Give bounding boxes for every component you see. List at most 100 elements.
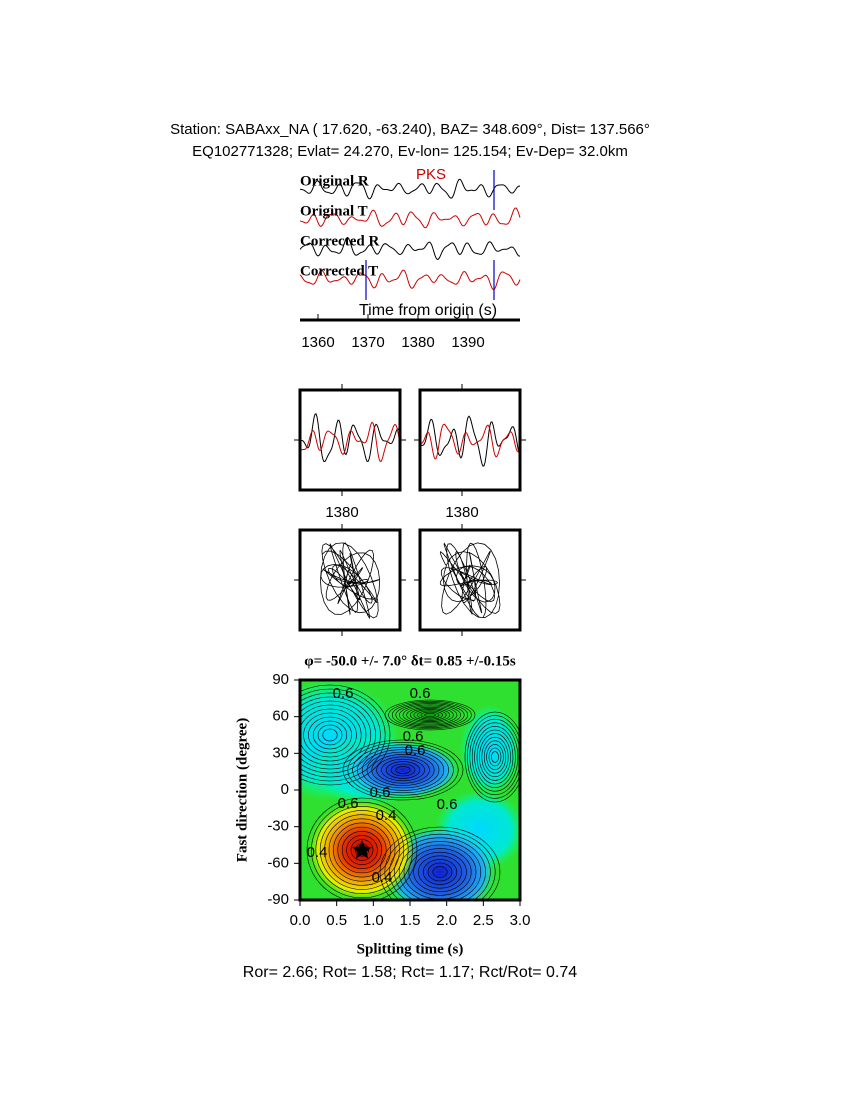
tick-label: 1380 [401, 334, 434, 351]
contour [424, 712, 436, 718]
contour [315, 806, 409, 894]
contour [300, 696, 376, 774]
contour-label: 0.6 [437, 796, 458, 813]
waveform [299, 178, 521, 200]
contour-label: 0.6 [403, 728, 424, 745]
contour [328, 818, 396, 882]
waveform [300, 421, 400, 463]
panel-frame [298, 388, 402, 492]
contour [308, 716, 352, 754]
contour-label: 0.6 [410, 685, 431, 702]
contour-label: 0.6 [333, 685, 354, 702]
contour-label: 0.4 [372, 869, 393, 886]
contour [399, 704, 461, 726]
contour [300, 700, 372, 770]
contour [350, 839, 374, 861]
tick-label: 1380 [445, 504, 478, 521]
contour [389, 833, 491, 900]
contour [333, 822, 391, 878]
contour [306, 797, 418, 900]
contour [406, 706, 454, 724]
window-panel [414, 524, 526, 636]
contour [391, 702, 469, 728]
contour [395, 766, 411, 774]
contour [488, 747, 502, 767]
tick-label: 1390 [451, 334, 484, 351]
trace-label: Original R [300, 173, 369, 189]
contour [300, 692, 381, 778]
contour [402, 705, 458, 725]
y-tick-label: 0 [281, 781, 289, 798]
waveform [299, 207, 521, 229]
contour [311, 801, 413, 899]
contour [322, 728, 338, 742]
contour [427, 862, 453, 882]
contour [398, 841, 482, 900]
waveform [420, 423, 520, 460]
y-tick-label: -90 [267, 891, 289, 908]
contour [479, 733, 511, 781]
footer: Ror= 2.66; Rot= 1.58; Rct= 1.17; Rct/Rot… [243, 964, 578, 981]
station-line: Station: SABAxx_NA ( 17.620, -63.240), B… [170, 121, 650, 138]
contour-label: 0.6 [405, 742, 426, 759]
contour [300, 708, 362, 762]
contour [337, 826, 387, 874]
contour [361, 749, 445, 791]
contour [319, 810, 405, 890]
x-axis-label: Splitting time (s) [357, 941, 464, 957]
contour [417, 710, 443, 720]
contour [371, 754, 435, 786]
contour [388, 700, 472, 730]
x-tick-label: 2.5 [473, 912, 494, 929]
contour [394, 837, 486, 900]
waveform [299, 237, 521, 260]
contour [312, 720, 348, 750]
contour [408, 848, 472, 896]
contour [422, 859, 458, 885]
contour [346, 835, 378, 865]
y-tick-label: -60 [267, 854, 289, 871]
contour [483, 740, 507, 774]
contour [357, 746, 449, 794]
contour [432, 866, 448, 878]
contour [352, 744, 454, 796]
x-tick-label: 2.0 [436, 912, 457, 929]
contour [467, 715, 520, 799]
trace-label: Corrected T [300, 263, 378, 279]
contour [471, 722, 519, 792]
contour [341, 830, 383, 870]
window-panel [294, 384, 406, 496]
particle-motion [439, 542, 501, 619]
contour [469, 718, 520, 796]
y-tick-label: 90 [272, 671, 289, 688]
contour [481, 736, 509, 778]
window-panel [414, 384, 526, 496]
particle-motion [319, 542, 381, 620]
misfit-map: 0.6 0.60.60.60.60.6 0.60.40.40.4 [298, 678, 522, 902]
contour [486, 744, 504, 770]
contour [385, 761, 421, 779]
contour [379, 826, 501, 900]
trace-panel: Original R Original T Corrected R Corrected… [299, 166, 521, 351]
event-line: EQ102771328; Evlat= 24.270, Ev-lon= 125.… [192, 143, 628, 160]
y-tick-label: -30 [267, 818, 289, 835]
x-tick-label: 1.0 [363, 912, 384, 929]
contour-label: 0.4 [376, 807, 397, 824]
waveform [299, 269, 521, 291]
trace-label: Corrected R [300, 233, 379, 249]
phase-label: PKS [416, 166, 446, 183]
tick-label: 1380 [325, 504, 358, 521]
contour [420, 711, 440, 719]
contour [409, 708, 451, 722]
contour [395, 703, 465, 727]
contour [300, 704, 367, 766]
contour [324, 814, 400, 886]
window-panels: 1380 1380 [294, 384, 526, 636]
contour [413, 851, 467, 893]
x-tick-label: 3.0 [510, 912, 531, 929]
y-tick-label: 30 [272, 744, 289, 761]
contour [474, 726, 516, 788]
contour-label: 0.4 [307, 844, 328, 861]
